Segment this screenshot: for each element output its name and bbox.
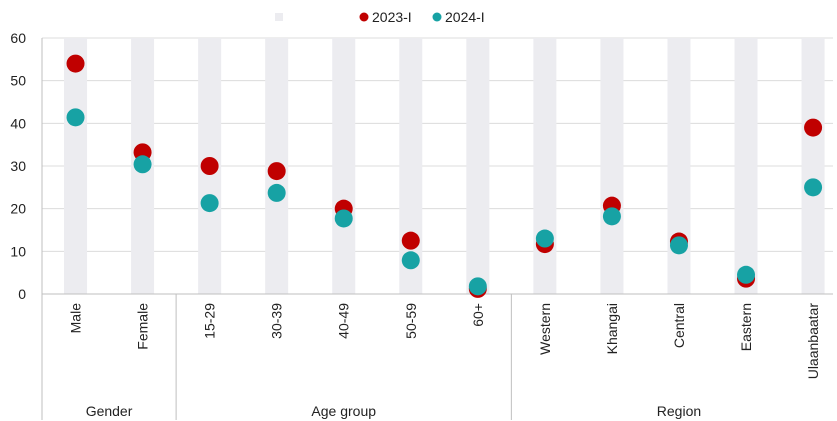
x-tick-label: Female [135,303,151,350]
data-point [401,251,420,270]
x-tick-label: Ulaanbaatar [805,303,821,380]
category-band [667,38,691,294]
data-point [200,157,219,175]
data-point [401,231,420,250]
x-axis-ticks: Male Female 15-29 30-39 40-49 50-59 60+ Western… [68,303,822,380]
data-point [200,194,219,213]
category-band [801,38,825,294]
x-tick-label: Western [537,303,553,355]
category-band [600,38,624,294]
group-label: Region [657,403,701,419]
legend-marker [359,12,369,22]
axes [41,38,833,420]
category-band [64,38,88,294]
legend-placeholder-marker [275,13,283,21]
data-point [602,207,621,226]
legend-marker [432,12,442,22]
data-point [804,118,823,137]
data-point [468,277,487,296]
legend-label: 2024-I [445,9,485,25]
legend: 2023-I 2024-I [275,9,485,25]
y-tick-label: 50 [10,73,26,89]
y-axis-ticks: 0 10 20 30 40 50 60 [10,30,26,302]
category-band [399,38,423,294]
y-tick-label: 10 [10,243,26,259]
x-tick-label: 15-29 [202,303,218,339]
legend-label: 2023-I [372,9,412,25]
data-point [133,155,152,174]
data-point [66,54,85,73]
y-tick-label: 20 [10,201,26,217]
category-band [734,38,758,294]
data-points [66,54,823,298]
data-point [669,236,688,255]
y-tick-label: 60 [10,30,26,46]
x-tick-label: Eastern [738,303,754,351]
data-point [267,183,286,202]
x-tick-label: 30-39 [269,303,285,339]
data-point [66,108,85,127]
y-tick-label: 0 [18,286,26,302]
data-point [737,265,756,284]
category-band [533,38,557,294]
y-tick-label: 40 [10,115,26,131]
data-point [334,209,353,228]
group-label: Gender [86,403,133,419]
grid-lines [42,37,833,252]
y-tick-label: 30 [10,158,26,174]
x-tick-label: Central [671,303,687,348]
x-tick-label: 60+ [470,303,486,327]
category-band [466,38,490,294]
category-band [332,38,356,294]
data-point [267,162,286,181]
data-point [804,178,823,197]
x-tick-label: 50-59 [403,303,419,339]
x-tick-label: Khangai [604,303,620,354]
x-axis-groups: Gender Age group Region [86,294,701,420]
x-tick-label: 40-49 [336,303,352,339]
data-point [535,229,554,248]
x-tick-label: Male [68,303,84,334]
group-label: Age group [311,403,376,419]
